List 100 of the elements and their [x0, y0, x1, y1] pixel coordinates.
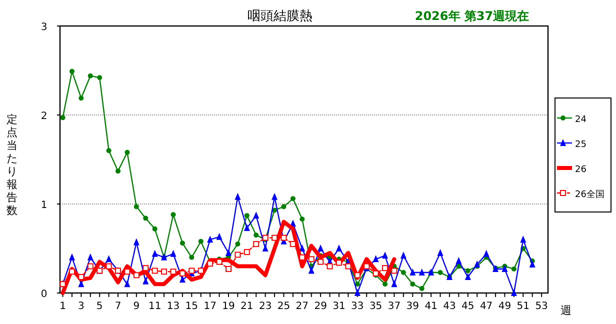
point [502, 264, 508, 272]
point [262, 234, 268, 241]
point [520, 236, 526, 243]
xtick: 37 [388, 301, 401, 312]
point [152, 268, 158, 274]
point [78, 274, 84, 280]
point [511, 266, 516, 272]
point [318, 244, 324, 252]
point [124, 280, 130, 288]
xtick: 27 [296, 301, 309, 312]
point [87, 253, 94, 260]
point [68, 253, 75, 260]
point [244, 213, 250, 218]
point [382, 282, 388, 287]
xtick: 15 [185, 301, 198, 312]
point [456, 256, 462, 264]
point [198, 238, 204, 244]
point [226, 248, 232, 256]
point [529, 260, 536, 268]
point [464, 272, 471, 280]
point [253, 241, 260, 248]
point [142, 277, 149, 284]
xlabel: 週 [560, 304, 572, 317]
point [345, 263, 352, 270]
ytick: 1 [40, 200, 48, 211]
subtitle: 2026年 第37週現在 [414, 9, 530, 23]
xtick: 45 [462, 301, 474, 312]
xtick: 17 [204, 301, 216, 312]
point [280, 234, 287, 241]
xtick: 1 [60, 301, 66, 312]
xtick: 33 [351, 301, 364, 312]
point [336, 244, 342, 252]
point [180, 240, 185, 246]
point [272, 234, 278, 241]
xtick: 9 [133, 301, 140, 312]
point [216, 232, 222, 240]
point [152, 250, 158, 257]
point [290, 196, 296, 202]
point [300, 216, 305, 222]
point [142, 265, 149, 272]
point [88, 73, 93, 78]
xtick: 39 [406, 301, 420, 312]
point [254, 232, 259, 238]
point [308, 266, 314, 274]
xtick: 51 [516, 301, 530, 312]
legend-label: 25 [575, 140, 586, 150]
point [354, 289, 360, 296]
point [400, 252, 406, 259]
point [299, 244, 306, 252]
point [354, 272, 360, 278]
point [152, 226, 158, 232]
point [391, 280, 398, 288]
point [244, 249, 250, 256]
point [418, 268, 425, 276]
point [290, 241, 296, 248]
point [134, 204, 139, 210]
legend-label: 26 [575, 165, 586, 175]
legend-label: 24 [575, 115, 586, 125]
xtick: 3 [78, 301, 84, 312]
point [116, 168, 121, 174]
xtick: 19 [222, 301, 235, 312]
point [207, 236, 214, 243]
xtick: 35 [369, 301, 382, 312]
point [483, 250, 490, 257]
xtick: 41 [424, 301, 438, 312]
legend-label: 26全国 [575, 190, 604, 200]
xtick: 5 [96, 301, 103, 312]
xtick: 13 [166, 301, 180, 312]
ytick: 0 [40, 289, 48, 300]
point [133, 272, 140, 278]
point [272, 192, 278, 200]
point [188, 268, 195, 274]
xtick: 23 [258, 301, 272, 312]
xtick: 49 [498, 301, 512, 312]
point [372, 255, 379, 262]
point [234, 252, 241, 258]
point [372, 270, 379, 276]
xtick: 43 [443, 301, 456, 312]
point [68, 268, 75, 275]
point [410, 268, 416, 276]
point [326, 263, 333, 270]
point [106, 255, 112, 262]
point [170, 212, 176, 218]
xtick: 53 [535, 301, 548, 312]
point [106, 148, 112, 154]
xtick: 21 [240, 301, 254, 312]
point [124, 150, 130, 155]
point [179, 270, 186, 276]
point [354, 282, 360, 287]
point [382, 265, 388, 272]
point [179, 276, 186, 283]
point [437, 248, 444, 256]
point [161, 268, 168, 275]
title: 咽頭結膜熱 [248, 9, 312, 24]
point [308, 256, 314, 262]
point [170, 250, 176, 257]
point [244, 224, 250, 232]
point [474, 260, 480, 268]
xtick: 7 [114, 301, 122, 312]
point [253, 212, 260, 219]
